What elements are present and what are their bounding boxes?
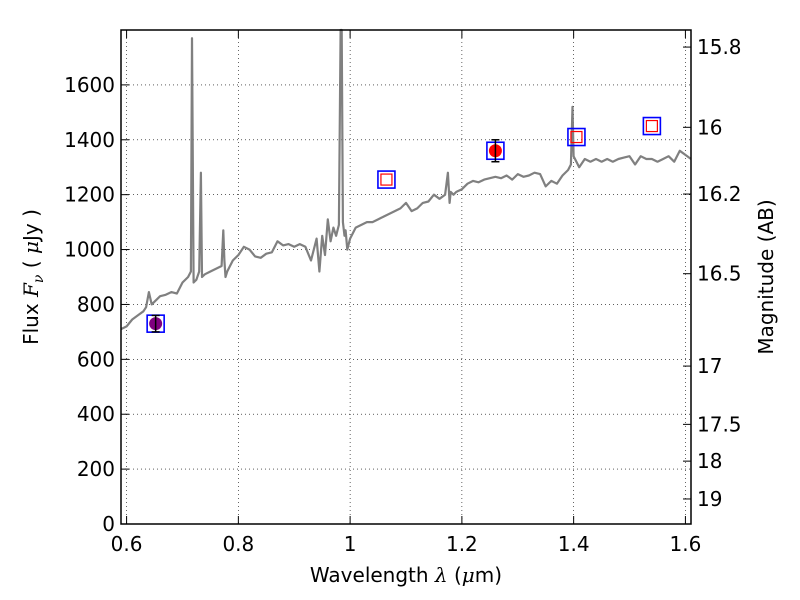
y-axis-ticks: 0 200 400 600 800 1000 1200 1400 1600 — [64, 73, 129, 536]
synthetic-flux-square — [380, 173, 393, 186]
y-tick-label: 200 — [77, 457, 115, 481]
photometry-points — [146, 116, 662, 333]
y2-tick-label: 18 — [697, 449, 722, 473]
x-tick-label: 1.2 — [446, 532, 478, 556]
y-tick-label: 0 — [102, 512, 115, 536]
x-axis-label: Wavelength λ (μm) — [310, 563, 502, 587]
x-axis-ticks: 0.6 0.8 1 1.2 1.4 1.6 — [111, 30, 702, 556]
spectrum-line — [120, 28, 692, 331]
y-tick-label: 1600 — [64, 73, 115, 97]
y2-tick-label: 15.8 — [697, 35, 742, 59]
y2-tick-label: 16 — [697, 115, 722, 139]
plot-frame — [120, 29, 692, 525]
synthetic-flux-square — [645, 119, 658, 133]
y-tick-label: 1400 — [64, 128, 115, 152]
model-band-box — [642, 116, 662, 136]
grid-lines — [121, 30, 691, 525]
photometry-point — [486, 139, 505, 163]
y-tick-label: 600 — [77, 347, 115, 371]
x-tick-label: 1 — [344, 532, 357, 556]
y2-tick-label: 17.5 — [697, 412, 742, 436]
y2-tick-label: 17 — [697, 354, 722, 378]
model-band-box — [377, 170, 396, 189]
y2-axis-ticks: 15.8 16 16.2 16.5 17 17.5 18 19 — [683, 35, 742, 511]
photometry-point — [567, 127, 586, 147]
y2-axis-label: Magnitude (AB) — [754, 199, 778, 354]
y-tick-label: 1000 — [64, 238, 115, 262]
x-tick-label: 0.8 — [222, 532, 254, 556]
x-tick-label: 1.6 — [670, 532, 702, 556]
photometry-point — [146, 314, 165, 333]
y2-tick-label: 16.5 — [697, 262, 742, 286]
spectrum-layer — [120, 28, 692, 331]
y-axis-label: Flux Fν ( μJy ) — [19, 209, 47, 345]
synthetic-flux-square — [570, 130, 583, 144]
x-tick-label: 1.4 — [558, 532, 590, 556]
y-tick-label: 800 — [77, 292, 115, 316]
x-tick-label: 0.6 — [111, 532, 143, 556]
y2-tick-label: 16.2 — [697, 182, 742, 206]
y-tick-label: 400 — [77, 402, 115, 426]
photometry-point — [642, 116, 662, 136]
y2-tick-label: 19 — [697, 487, 722, 511]
model-band-box — [567, 127, 586, 147]
y-tick-label: 1200 — [64, 183, 115, 207]
photometry-point — [377, 170, 396, 189]
